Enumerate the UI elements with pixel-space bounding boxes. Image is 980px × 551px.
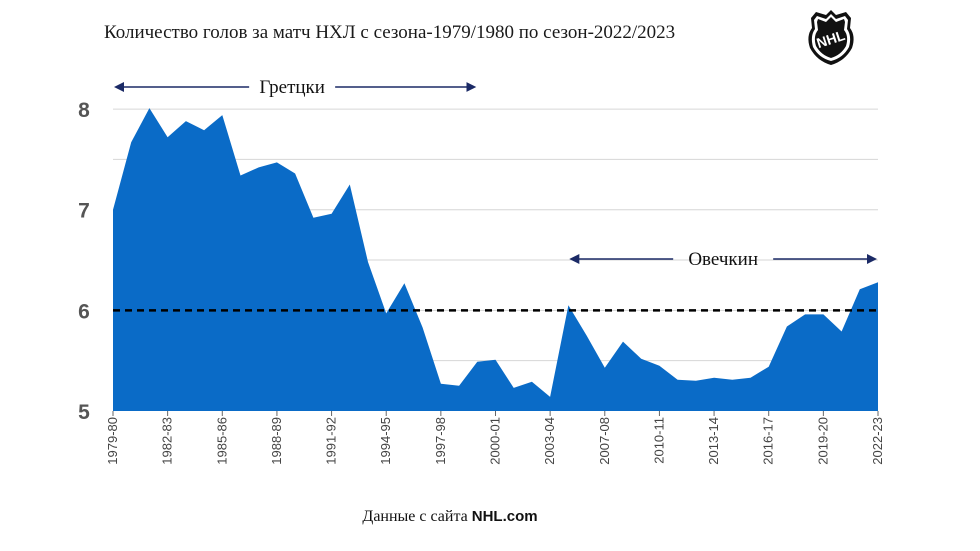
source-site: NHL.com <box>471 508 538 525</box>
x-tick-label: 1994-95 <box>378 417 393 465</box>
x-tick-label: 2010-11 <box>651 417 666 464</box>
annotation-label: Гретцки <box>259 77 325 98</box>
annotation-label: Овечкин <box>688 249 758 270</box>
x-tick-label: 1982-83 <box>160 417 175 465</box>
goals-area-series <box>113 108 878 411</box>
x-tick-label: 2007-08 <box>597 417 612 465</box>
x-tick-label: 1979-80 <box>105 417 120 465</box>
y-tick-label: 5 <box>78 401 90 424</box>
source-prefix: Данные с сайта <box>362 508 468 525</box>
y-tick-label: 8 <box>78 99 90 122</box>
x-tick-label: 1985-86 <box>214 417 229 465</box>
x-tick-label: 1988-89 <box>269 417 284 465</box>
x-tick-label: 2019-20 <box>815 417 830 465</box>
x-tick-label: 1997-98 <box>433 417 448 465</box>
y-axis-ticks: 5 6 7 8 <box>78 99 90 424</box>
x-tick-label: 2016-17 <box>761 417 776 465</box>
x-tick-label: 1991-92 <box>324 417 339 465</box>
x-tick-label: 2003-04 <box>542 417 557 465</box>
y-tick-label: 6 <box>78 300 90 323</box>
x-tick-label: 2022-23 <box>870 417 885 465</box>
x-tick-label: 2000-01 <box>488 417 503 465</box>
era-annotations: Гретцки Овечкин <box>114 77 877 270</box>
source-note: Данные с сайта NHL.com <box>0 508 900 526</box>
y-tick-label: 7 <box>78 200 90 223</box>
chart-title: Количество голов за матч НХЛ с сезона-19… <box>104 22 676 43</box>
x-axis-ticks: 1979-80 1982-83 1985-86 1988-89 1991-92 1994-… <box>105 411 885 465</box>
x-tick-label: 2013-14 <box>706 417 721 465</box>
nhl-logo-icon: NHL <box>808 10 854 65</box>
